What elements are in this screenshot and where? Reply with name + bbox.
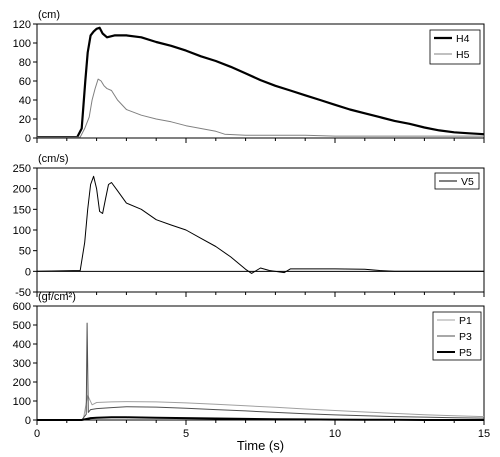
y-tick-label: 60: [19, 76, 31, 88]
x-tick-label: 10: [329, 428, 341, 440]
y-tick-label: 200: [13, 184, 31, 196]
x-tick-label: 5: [183, 428, 189, 440]
y-tick-label: 250: [13, 163, 31, 175]
y-tick-label: 150: [13, 204, 31, 216]
legend-label: P1: [459, 315, 472, 327]
y-tick-label: 100: [13, 225, 31, 237]
y-tick-label: 120: [13, 19, 31, 31]
y-tick-label: 500: [13, 320, 31, 332]
series-line-p5: [37, 416, 484, 421]
legend-box: [429, 29, 481, 65]
y-tick-label: 0: [25, 266, 31, 278]
legend-label: H4: [456, 33, 470, 45]
legend-label: P5: [459, 347, 472, 359]
y-tick-label: 400: [13, 339, 31, 351]
y-tick-label: 100: [13, 396, 31, 408]
chart-panel-3: 0 100 200 300 400 500 600 0 5 10 15 (gf/cm²) P1 P3 P5 T…: [13, 291, 490, 453]
y-tick-label: 100: [13, 38, 31, 50]
y-tick-label: 0: [25, 415, 31, 427]
x-tick-label: 15: [478, 428, 490, 440]
y-tick-label: 200: [13, 377, 31, 389]
plot-frame: [36, 167, 485, 293]
unit-label: (cm): [38, 9, 60, 21]
series-line-p3: [37, 322, 485, 421]
series-line-v5: [36, 175, 484, 274]
y-tick-label: 300: [13, 358, 31, 370]
y-tick-label: 600: [13, 301, 31, 313]
y-tick-label: -50: [15, 287, 31, 299]
unit-label: (gf/cm²): [38, 291, 76, 303]
plot-frame: [36, 305, 485, 421]
series-line-p1: [37, 394, 485, 421]
series-line-h5: [37, 78, 484, 138]
series-line-h4: [37, 26, 485, 139]
unit-label: (cm/s): [38, 153, 69, 165]
x-tick-label: 0: [34, 428, 40, 440]
chart-panel-2: -50 0 50 100 150 200 250 (cm/s) V5: [13, 153, 485, 299]
legend-label: P3: [459, 331, 472, 343]
y-tick-label: 80: [19, 57, 31, 69]
legend-label: V5: [461, 176, 474, 188]
legend: P1 P3 P5: [432, 311, 482, 361]
legend: V5: [434, 172, 480, 190]
y-tick-label: 0: [25, 133, 31, 145]
legend-label: H5: [456, 49, 470, 61]
y-tick-label: 50: [19, 246, 31, 258]
y-tick-label: 20: [19, 114, 31, 126]
y-tick-label: 40: [19, 95, 31, 107]
x-axis-title: Time (s): [237, 438, 284, 453]
